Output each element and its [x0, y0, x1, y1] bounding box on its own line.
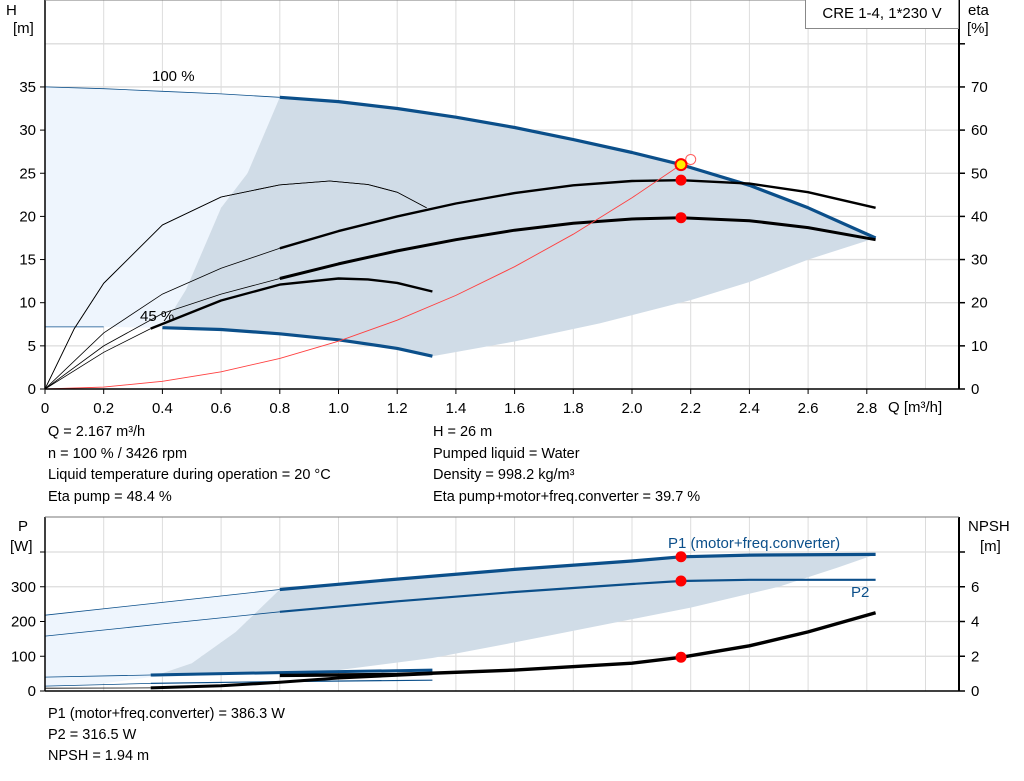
- requested-point-marker: [685, 153, 697, 165]
- x-tick-label: 1.8: [563, 400, 584, 417]
- x-tick-label: 2.8: [856, 400, 877, 417]
- operating-point-marker: [675, 551, 687, 563]
- y2-tick-label: 40: [971, 208, 988, 225]
- result-h: H = 26 m: [433, 424, 493, 440]
- series-line-thin: [44, 328, 151, 390]
- series-line-thin: [44, 674, 151, 678]
- y2-tick-label: 4: [971, 614, 979, 631]
- light-region: [45, 589, 280, 687]
- y-tick-label: 5: [28, 338, 36, 355]
- operating-region: [150, 554, 876, 678]
- x-tick-label: 1.6: [504, 400, 525, 417]
- y2-tick-label: 70: [971, 79, 988, 96]
- eta-axis-unit: [%]: [967, 20, 989, 37]
- y2-tick-label: 6: [971, 579, 979, 596]
- result-density: Density = 998.2 kg/m³: [433, 467, 575, 483]
- speed-label-45: 45 %: [140, 308, 175, 325]
- operating-point-marker: [675, 212, 687, 224]
- series-line: [279, 578, 876, 613]
- result-eta-total: Eta pump+motor+freq.converter = 39.7 %: [433, 489, 701, 505]
- series-line-thin: [44, 278, 280, 390]
- operating-point-marker: [674, 158, 688, 172]
- series-line: [150, 672, 433, 690]
- result-q: Q = 2.167 m³/h: [48, 424, 146, 440]
- series-line: [150, 277, 433, 330]
- result-liquid: Pumped liquid = Water: [433, 446, 580, 462]
- series-line-thin: [44, 247, 280, 390]
- head-chart: 0 5 10 15 20 25 30 35 0 10 20 30 40 50 60 70 0 0.2 0.4 0.6 0…: [19, 0, 988, 417]
- series-line: [279, 178, 876, 250]
- operating-point-marker: [675, 174, 687, 186]
- series-line: [279, 216, 876, 280]
- p-axis-label: P: [18, 518, 29, 535]
- chart-title: CRE 1-4, 1*230 V: [805, 0, 959, 29]
- result-n: n = 100 % / 3426 rpm: [48, 446, 188, 462]
- series-line: [279, 611, 877, 678]
- x-tick-label: 2.4: [739, 400, 760, 417]
- y-tick-label: 20: [19, 208, 36, 225]
- result-npsh: NPSH = 1.94 m: [48, 748, 150, 764]
- y-tick-label: 300: [11, 579, 36, 596]
- x-tick-label: 2.2: [680, 400, 701, 417]
- y2-tick-label: 2: [971, 648, 979, 665]
- x-tick-label: 0.2: [93, 400, 114, 417]
- x-tick-label: 0.6: [211, 400, 232, 417]
- series-line-thin: [44, 589, 280, 616]
- x-tick-label: 2.0: [622, 400, 643, 417]
- y2-tick-label: 0: [971, 683, 979, 700]
- p2-series-label: P2: [851, 584, 870, 601]
- series-line-thin: [44, 180, 427, 390]
- x-tick-label: 0.4: [152, 400, 173, 417]
- result-p1: P1 (motor+freq.converter) = 386.3 W: [48, 706, 285, 722]
- result-p2: P2 = 316.5 W: [48, 727, 137, 743]
- series-line: [162, 326, 433, 358]
- npsh-axis-label: NPSH: [968, 518, 1010, 535]
- y2-tick-label: 10: [971, 338, 988, 355]
- y2-tick-label: 60: [971, 122, 988, 139]
- y-tick-label: 100: [11, 648, 36, 665]
- p1-series-label: P1 (motor+freq.converter): [668, 535, 841, 552]
- series-line-thin: [44, 611, 280, 637]
- result-eta-pump: Eta pump = 48.4 %: [48, 489, 172, 505]
- x-tick-label: 2.6: [798, 400, 819, 417]
- q-axis-label: Q [m³/h]: [888, 399, 943, 416]
- speed-label-100: 100 %: [152, 68, 195, 85]
- operating-point-marker: [675, 575, 687, 587]
- light-region: [45, 86, 280, 328]
- x-tick-label: 1.4: [445, 400, 466, 417]
- series-line-thin: [44, 86, 280, 98]
- y-tick-label: 25: [19, 165, 36, 182]
- y-tick-label: 200: [11, 614, 36, 631]
- y-tick-label: 10: [19, 295, 36, 312]
- npsh-axis-unit: [m]: [980, 538, 1001, 555]
- y-tick-label: 30: [19, 122, 36, 139]
- x-tick-label: 1.2: [387, 400, 408, 417]
- y-tick-label: 35: [19, 79, 36, 96]
- x-tick-label: 1.0: [328, 400, 349, 417]
- y2-tick-label: 20: [971, 295, 988, 312]
- series-line: [150, 668, 433, 677]
- eta-axis-label: eta: [968, 2, 989, 19]
- result-liquid-temp: Liquid temperature during operation = 20…: [48, 467, 331, 483]
- y-tick-label: 0: [28, 683, 36, 700]
- x-tick-label: 0: [41, 400, 49, 417]
- y-tick-label: 15: [19, 252, 36, 269]
- y2-tick-label: 30: [971, 252, 988, 269]
- y-tick-label: 0: [28, 381, 36, 398]
- x-tick-label: 0.8: [269, 400, 290, 417]
- operating-point-marker: [675, 651, 687, 663]
- y2-tick-label: 50: [971, 165, 988, 182]
- series-line: [279, 95, 877, 240]
- y2-tick-label: 0: [971, 381, 979, 398]
- operating-region: [162, 97, 876, 357]
- h-axis-unit: [m]: [13, 20, 34, 37]
- h-axis-label: H: [6, 2, 17, 19]
- series-line: [279, 552, 876, 592]
- p-axis-unit: [W]: [10, 538, 33, 555]
- power-chart: 0 100 200 300 0 2 4 6: [11, 516, 979, 700]
- series-line-thin: [44, 683, 151, 687]
- system-curve: [44, 157, 691, 390]
